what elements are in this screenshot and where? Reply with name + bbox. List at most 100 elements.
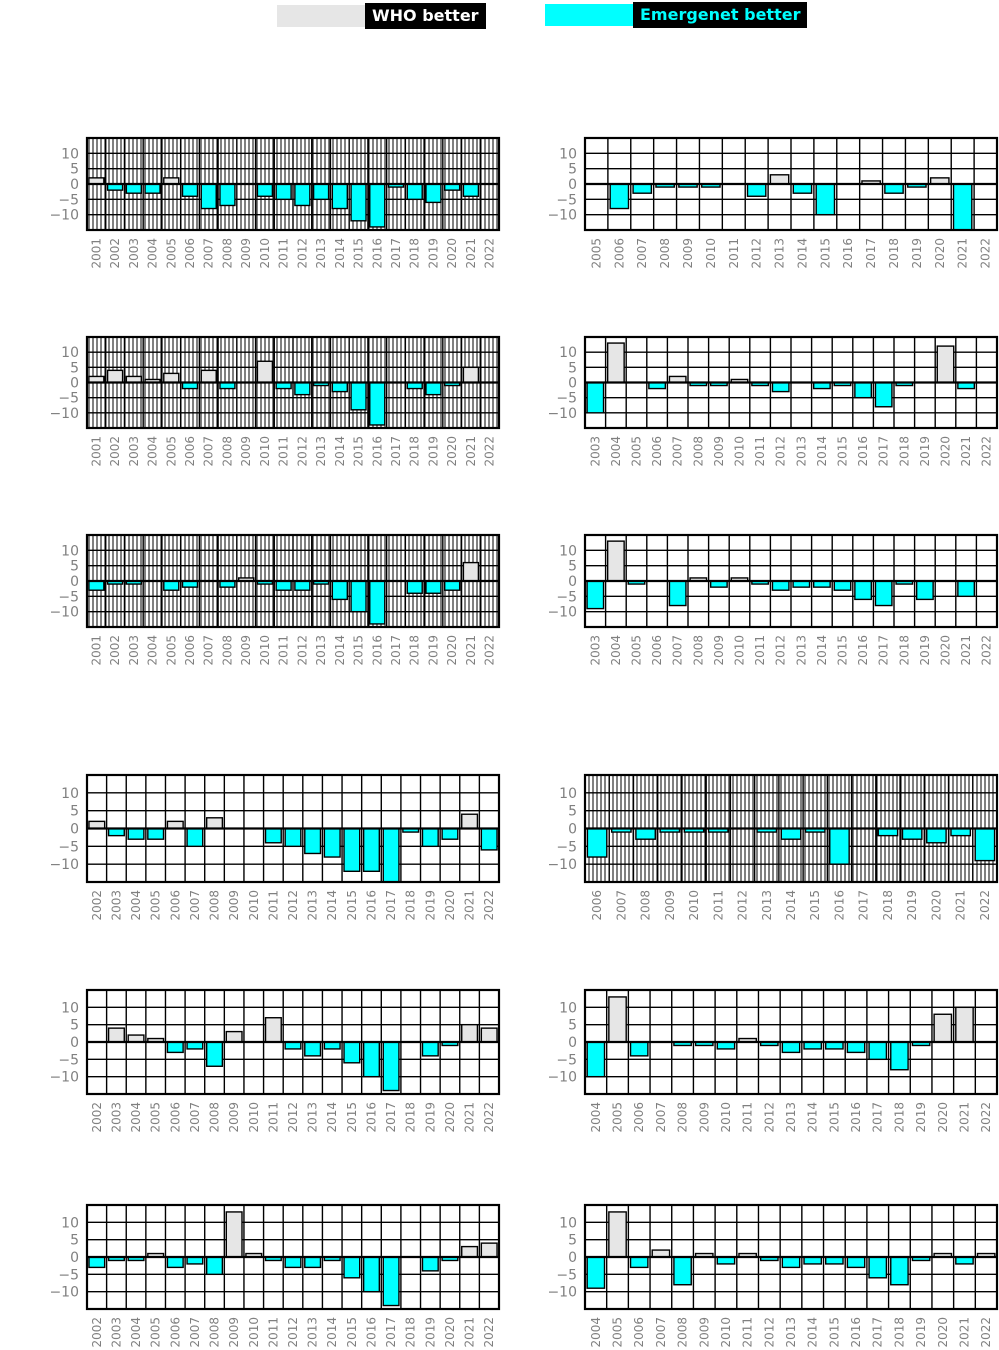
bar-2020 <box>926 827 947 844</box>
x-tick-label: 2011 <box>266 890 280 921</box>
x-tick-label: 2021 <box>463 890 477 921</box>
legend: WHO better Emergenet better <box>0 0 999 34</box>
x-tick-label: 2016 <box>849 1317 863 1348</box>
x-tick-label: 2019 <box>905 890 919 921</box>
x-tick-label: 2016 <box>364 890 378 921</box>
plot-frame <box>85 988 501 1096</box>
bar-2019 <box>421 827 439 848</box>
x-tick-label: 2010 <box>258 436 272 467</box>
bar-2004 <box>606 540 625 582</box>
x-tick-label: 2007 <box>614 890 628 921</box>
x-tick-label: 2013 <box>760 890 774 921</box>
bar-2016 <box>829 827 850 865</box>
x-tick-label: 2006 <box>612 238 626 269</box>
x-tick-label: 2021 <box>957 1317 971 1348</box>
x-tick-label: 2020 <box>939 635 953 666</box>
x-tick-label: 2021 <box>463 1102 477 1133</box>
y-tick-label: −10 <box>49 605 79 621</box>
bar-2017 <box>382 827 400 882</box>
bar-2020 <box>936 345 955 384</box>
bar-2019 <box>421 1256 439 1272</box>
x-tick-label: 2015 <box>352 635 366 666</box>
x-tick-label: 2006 <box>168 1317 182 1348</box>
bar-2013 <box>304 1041 322 1057</box>
bar-2005 <box>163 372 180 384</box>
x-tick-label: 2006 <box>650 436 664 467</box>
x-tick-label: 2007 <box>202 238 216 269</box>
x-tick-label: 2016 <box>370 436 384 467</box>
x-tick-label: 2013 <box>314 436 328 467</box>
x-tick-label: 2011 <box>753 436 767 467</box>
bar-2012 <box>294 183 311 207</box>
x-tick-label: 2014 <box>784 890 798 921</box>
x-tick-label: 2018 <box>892 1102 906 1133</box>
y-tick-label: 10 <box>61 146 79 162</box>
x-tick-label: 2001 <box>89 635 103 666</box>
x-tick-label: 2015 <box>836 635 850 666</box>
x-tick-label: 2018 <box>408 635 422 666</box>
x-tick-label: 2008 <box>691 635 705 666</box>
bar-2018 <box>890 1256 909 1286</box>
x-tick-label: 2020 <box>939 436 953 467</box>
x-tick-label: 2003 <box>588 436 602 467</box>
x-tick-label: 2005 <box>589 238 603 269</box>
x-tick-label: 2021 <box>464 635 478 666</box>
bar-2016 <box>369 183 386 228</box>
x-tick-label: 2008 <box>220 238 234 269</box>
x-tick-label: 2019 <box>423 1317 437 1348</box>
x-tick-label: 2016 <box>841 238 855 269</box>
x-tick-label: 2020 <box>445 436 459 467</box>
x-tick-label: 2019 <box>918 635 932 666</box>
bar-2012 <box>284 827 302 848</box>
x-tick-label: 2022 <box>979 1102 993 1133</box>
bar-2016 <box>846 1041 866 1054</box>
bar-2021 <box>462 561 480 582</box>
emergenet-legend-label: Emergenet better <box>633 2 808 28</box>
y-tick-label: −10 <box>49 406 79 422</box>
x-tick-label: 2004 <box>129 1317 143 1348</box>
x-tick-label: 2018 <box>408 238 422 269</box>
bar-2017 <box>382 1041 400 1092</box>
x-tick-label: 2015 <box>345 1102 359 1133</box>
bar-2015 <box>350 381 367 411</box>
x-tick-label: 2014 <box>795 238 809 269</box>
x-tick-label: 2002 <box>108 635 122 666</box>
bar-2018 <box>406 183 423 201</box>
plot-frame <box>583 533 999 629</box>
y-tick-label: 5 <box>568 1018 577 1034</box>
y-tick-label: 0 <box>70 177 79 193</box>
bar-2021 <box>955 1006 974 1043</box>
x-tick-label: 2008 <box>676 1102 690 1133</box>
x-tick-label: 2016 <box>856 635 870 666</box>
bar-2013 <box>312 183 330 201</box>
x-tick-label: 2015 <box>345 1317 359 1348</box>
bar-2003 <box>125 183 143 194</box>
x-tick-label: 2008 <box>220 436 234 467</box>
x-tick-label: 2006 <box>168 1102 182 1133</box>
plot-frame <box>85 1203 501 1311</box>
y-tick-label: 5 <box>568 162 577 178</box>
x-tick-label: 2015 <box>818 238 832 269</box>
bar-2007 <box>200 369 217 384</box>
x-tick-label: 2010 <box>247 890 261 921</box>
y-tick-label: −5 <box>58 192 79 208</box>
x-tick-label: 2011 <box>741 1317 755 1348</box>
bar-2003 <box>586 381 605 414</box>
bar-2018 <box>884 183 904 194</box>
bar-2008 <box>673 1256 692 1286</box>
bar-2022 <box>480 1027 498 1043</box>
x-tick-label: 2020 <box>936 1317 950 1348</box>
x-tick-label: 2014 <box>333 436 347 467</box>
bar-2015 <box>350 580 367 613</box>
x-tick-label: 2004 <box>146 238 160 269</box>
x-tick-label: 2022 <box>483 238 497 269</box>
x-tick-label: 2012 <box>286 1317 300 1348</box>
y-tick-label: 10 <box>61 1000 79 1016</box>
bar-2017 <box>868 1256 888 1279</box>
y-tick-label: 0 <box>568 1035 577 1051</box>
y-tick-label: −5 <box>556 1267 577 1283</box>
x-tick-label: 2014 <box>815 635 829 666</box>
x-tick-label: 2018 <box>897 436 911 467</box>
